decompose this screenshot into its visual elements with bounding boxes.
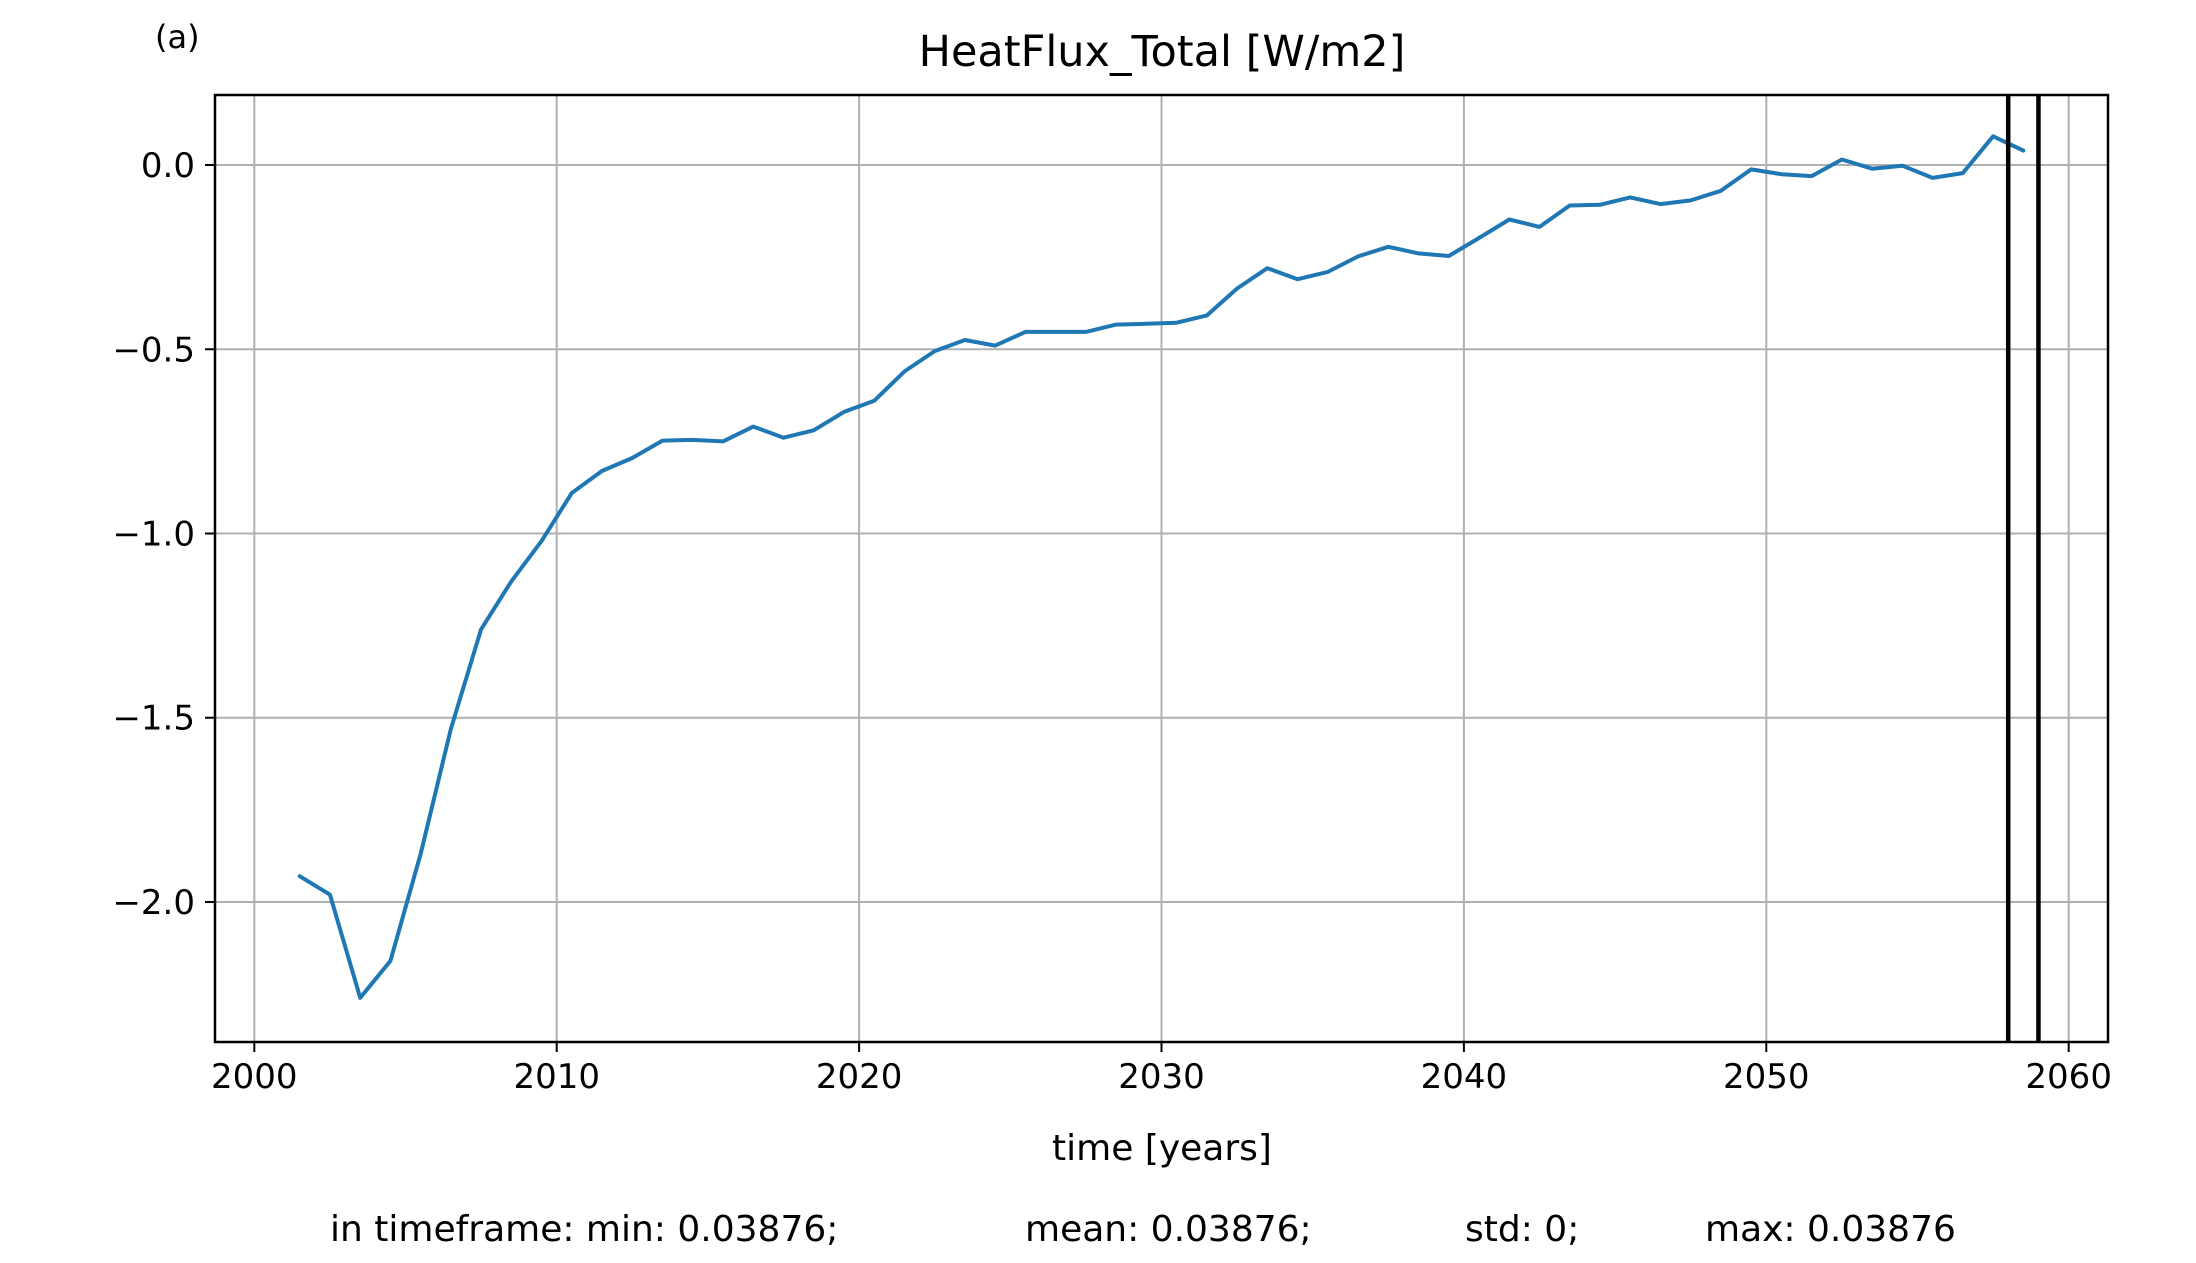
data-point xyxy=(1175,321,1179,325)
data-point xyxy=(1205,313,1209,317)
x-axis-title: time [years] xyxy=(1052,1128,1272,1169)
data-point xyxy=(1114,323,1118,327)
stat-std: std: 0; xyxy=(1465,1209,1579,1250)
data-point xyxy=(1779,172,1783,176)
data-point xyxy=(1023,330,1027,334)
data-point xyxy=(812,428,816,432)
data-point xyxy=(691,438,695,442)
y-tick-label: 0.0 xyxy=(141,146,195,186)
data-point xyxy=(570,491,574,495)
data-point xyxy=(1235,286,1239,290)
data-point xyxy=(1507,218,1511,222)
data-point xyxy=(449,727,453,731)
data-point xyxy=(1144,322,1148,326)
data-point xyxy=(1477,236,1481,240)
data-point xyxy=(1961,171,1965,175)
data-point xyxy=(1658,202,1662,206)
x-tick-label: 2030 xyxy=(1118,1057,1205,1097)
stat-mean: mean: 0.03876; xyxy=(1025,1209,1312,1250)
data-point xyxy=(358,996,362,1000)
data-point xyxy=(1870,167,1874,171)
y-tick-label: −1.5 xyxy=(112,699,195,739)
data-point xyxy=(298,874,302,878)
series-line xyxy=(297,134,2026,1000)
data-point xyxy=(1931,176,1935,180)
vertical-markers xyxy=(2005,95,2041,1042)
data-point xyxy=(600,469,604,473)
data-point xyxy=(540,539,544,543)
data-point xyxy=(782,436,786,440)
panel-label: (a) xyxy=(155,18,200,56)
data-point xyxy=(1326,270,1330,274)
data-point xyxy=(751,425,755,429)
data-point xyxy=(388,959,392,963)
data-point xyxy=(1296,277,1300,281)
data-point xyxy=(1537,225,1541,229)
data-point xyxy=(902,369,906,373)
data-point xyxy=(661,439,665,443)
data-point xyxy=(1447,254,1451,258)
x-tick-label: 2040 xyxy=(1421,1057,1508,1097)
data-point xyxy=(1749,167,1753,171)
data-point xyxy=(721,439,725,443)
data-point xyxy=(1054,330,1058,334)
data-point xyxy=(1689,198,1693,202)
data-point xyxy=(1568,204,1572,208)
data-point xyxy=(509,579,513,583)
x-tick-label: 2060 xyxy=(2025,1057,2112,1097)
data-point xyxy=(1840,157,1844,161)
data-point xyxy=(963,338,967,342)
y-axis: 0.0 −0.5 −1.0 −1.5 −2.0 xyxy=(112,146,215,923)
data-point xyxy=(993,344,997,348)
data-point xyxy=(1810,174,1814,178)
data-point xyxy=(479,627,483,631)
data-point xyxy=(933,349,937,353)
data-point xyxy=(1628,195,1632,199)
data-point xyxy=(872,399,876,403)
x-tick-label: 2020 xyxy=(816,1057,903,1097)
data-point xyxy=(630,456,634,460)
x-tick-label: 2010 xyxy=(513,1057,600,1097)
x-tick-label: 2050 xyxy=(1723,1057,1810,1097)
data-point xyxy=(1417,251,1421,255)
data-point xyxy=(419,852,423,856)
data-point xyxy=(1386,245,1390,249)
data-series xyxy=(297,134,2026,1000)
statistics-footer: in timeframe: min: 0.03876; mean: 0.0387… xyxy=(330,1209,1956,1250)
grid-lines xyxy=(215,95,2108,1042)
data-point xyxy=(1084,330,1088,334)
data-point xyxy=(1598,203,1602,207)
stat-max: max: 0.03876 xyxy=(1705,1209,1956,1250)
chart-title: HeatFlux_Total [W/m2] xyxy=(919,27,1406,77)
x-tick-label: 2000 xyxy=(211,1057,298,1097)
y-tick-label: −1.0 xyxy=(112,514,195,554)
data-point xyxy=(1900,164,1904,168)
data-point xyxy=(1991,134,1995,138)
y-tick-label: −0.5 xyxy=(112,330,195,370)
data-point xyxy=(328,893,332,897)
data-point xyxy=(842,410,846,414)
data-point xyxy=(2021,149,2025,153)
data-point xyxy=(1719,189,1723,193)
data-point xyxy=(1265,266,1269,270)
data-point xyxy=(1356,254,1360,258)
stat-min: in timeframe: min: 0.03876; xyxy=(330,1209,838,1250)
x-axis: 2000 2010 2020 2030 2040 2050 2060 xyxy=(211,1042,2112,1097)
y-tick-label: −2.0 xyxy=(112,883,195,923)
